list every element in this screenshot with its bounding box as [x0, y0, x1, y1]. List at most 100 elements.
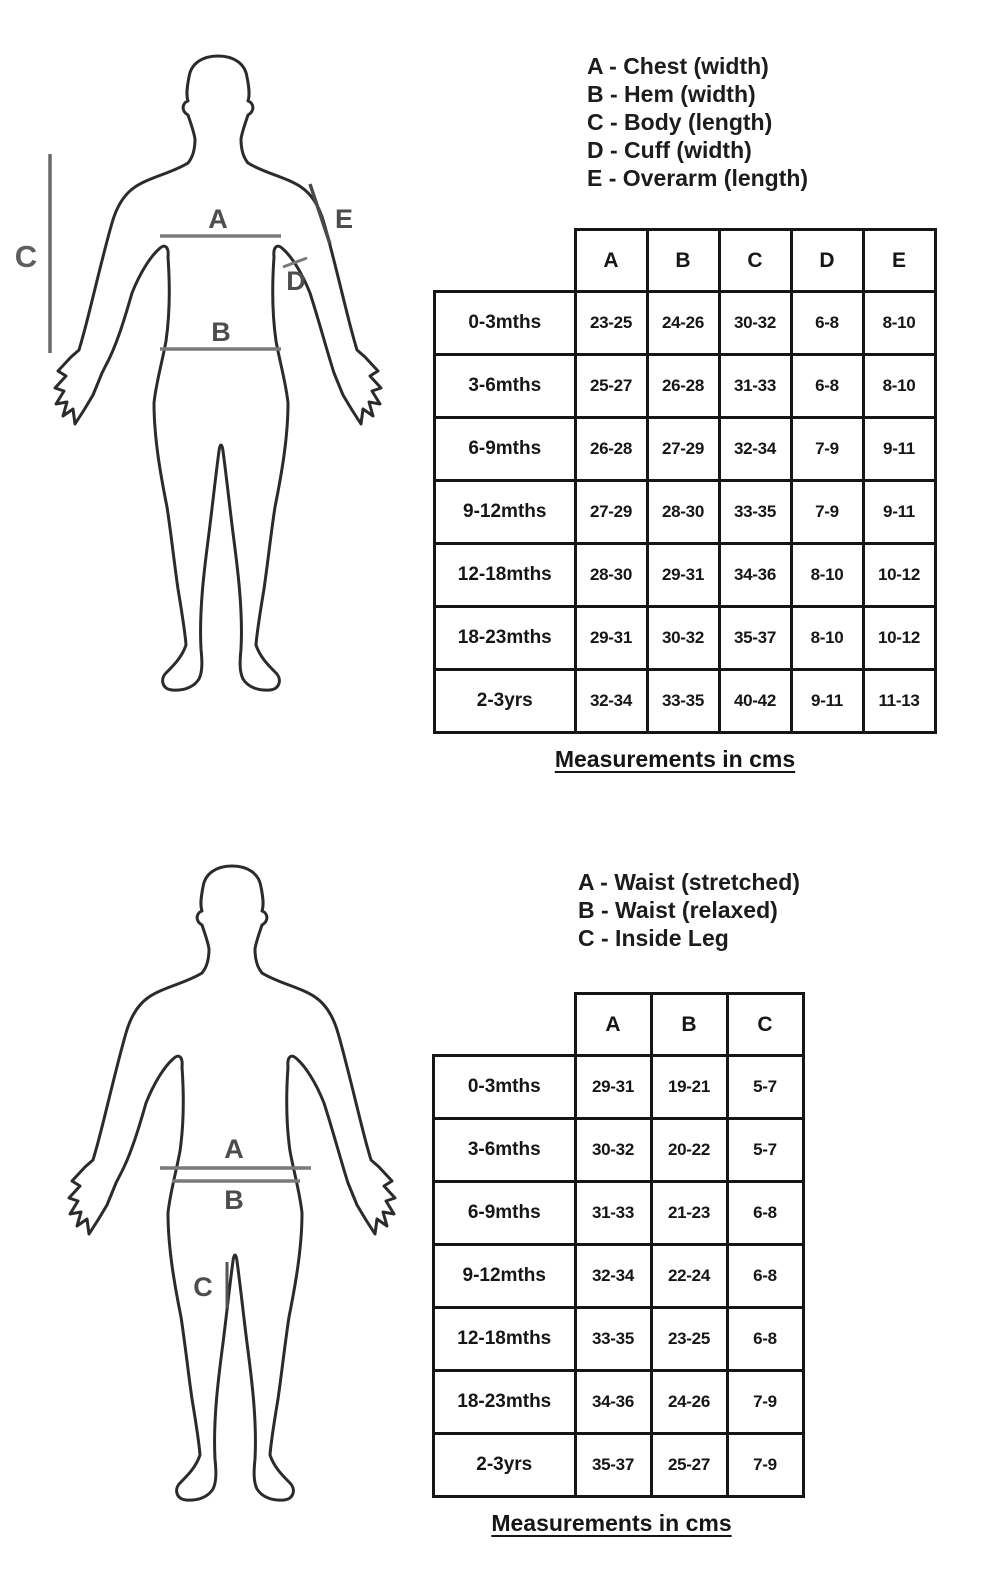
measurement-value: 8-10: [861, 353, 937, 419]
measurement-value: 25-27: [573, 353, 649, 419]
column-header-b: B: [645, 228, 721, 293]
measurement-value: 6-8: [789, 353, 865, 419]
measurement-value: 10-12: [861, 605, 937, 671]
measurement-value: 11-13: [861, 668, 937, 734]
age-range-label: 9-12mths: [432, 1243, 577, 1309]
legend-line-waist-relaxed: B - Waist (relaxed): [578, 897, 778, 923]
measurement-value: 35-37: [717, 605, 793, 671]
size-row: 3-6mths 25-27 26-28 31-33 6-8 8-10: [433, 353, 937, 419]
age-range-label: 2-3yrs: [432, 1432, 577, 1498]
measurement-value: 6-8: [725, 1243, 805, 1309]
measurement-value: 27-29: [645, 416, 721, 482]
measurement-value: 24-26: [649, 1369, 729, 1435]
size-row: 6-9mths 26-28 27-29 32-34 7-9 9-11: [433, 416, 937, 482]
size-row: 6-9mths 31-33 21-23 6-8: [432, 1180, 805, 1246]
age-range-label: 3-6mths: [432, 1117, 577, 1183]
measurement-label-b: B: [224, 1185, 244, 1215]
measurement-value: 9-11: [861, 479, 937, 545]
measurement-value: 8-10: [789, 542, 865, 608]
measurement-value: 7-9: [789, 479, 865, 545]
top-caption: Measurements in cms: [554, 746, 796, 772]
bottom-caption: Measurements in cms: [491, 1510, 732, 1536]
measurement-value: 25-27: [649, 1432, 729, 1498]
measurement-value: 19-21: [649, 1054, 729, 1120]
body-outline: [53, 54, 383, 692]
measurement-value: 32-34: [573, 668, 649, 734]
body-diagram-top: A B C D E: [15, 54, 383, 692]
measurement-value: 33-35: [717, 479, 793, 545]
measurement-value: 7-9: [789, 416, 865, 482]
size-row: 18-23mths 29-31 30-32 35-37 8-10 10-12: [433, 605, 937, 671]
age-range-label: 12-18mths: [433, 542, 577, 608]
age-range-label: 12-18mths: [432, 1306, 577, 1372]
measurement-value: 28-30: [573, 542, 649, 608]
body-diagram-bottom: A B C: [67, 864, 397, 1502]
measurement-value: 20-22: [649, 1117, 729, 1183]
measurement-value: 35-37: [573, 1432, 653, 1498]
measurement-value: 23-25: [573, 290, 649, 356]
size-row: 12-18mths 28-30 29-31 34-36 8-10 10-12: [433, 542, 937, 608]
measurement-value: 5-7: [725, 1054, 805, 1120]
size-row: 2-3yrs 32-34 33-35 40-42 9-11 11-13: [433, 668, 937, 734]
measurement-value: 31-33: [717, 353, 793, 419]
measurement-label-a: A: [224, 1134, 244, 1164]
column-header-e: E: [861, 228, 937, 293]
age-range-label: 9-12mths: [433, 479, 577, 545]
overarm-length-line-e: [308, 183, 332, 245]
measurement-value: 40-42: [717, 668, 793, 734]
measurement-label-e: E: [335, 204, 353, 234]
measurement-value: 7-9: [725, 1432, 805, 1498]
size-row: 0-3mths 23-25 24-26 30-32 6-8 8-10: [433, 290, 937, 356]
measurement-value: 32-34: [573, 1243, 653, 1309]
measurement-label-d: D: [286, 266, 306, 296]
measurement-value: 33-35: [573, 1306, 653, 1372]
column-header-a: A: [573, 228, 649, 293]
measurement-value: 30-32: [573, 1117, 653, 1183]
size-row: 0-3mths 29-31 19-21 5-7: [432, 1054, 805, 1120]
legend-line-chest: A - Chest (width): [587, 53, 769, 79]
measurement-value: 29-31: [573, 605, 649, 671]
measurement-value: 6-8: [789, 290, 865, 356]
column-header-d: D: [789, 228, 865, 293]
measurement-value: 21-23: [649, 1180, 729, 1246]
age-range-label: 0-3mths: [433, 290, 577, 356]
header-spacer: [434, 994, 576, 1056]
measurement-value: 10-12: [861, 542, 937, 608]
age-range-label: 0-3mths: [432, 1054, 577, 1120]
size-row: 3-6mths 30-32 20-22 5-7: [432, 1117, 805, 1183]
bottoms-size-table: A B C 0-3mths 29-31 19-21 5-7 3-6mths 30-32 20-22…: [432, 992, 805, 1498]
size-row: 9-12mths 32-34 22-24 6-8: [432, 1243, 805, 1309]
measurement-value: 8-10: [861, 290, 937, 356]
measurement-value: 9-11: [789, 668, 865, 734]
measurement-value: 9-11: [861, 416, 937, 482]
legend-line-waist-stretched: A - Waist (stretched): [578, 869, 800, 895]
measurement-value: 28-30: [645, 479, 721, 545]
measurement-value: 8-10: [789, 605, 865, 671]
size-row: 18-23mths 34-36 24-26 7-9: [432, 1369, 805, 1435]
measurement-value: 23-25: [649, 1306, 729, 1372]
column-header-c: C: [725, 992, 805, 1057]
measurement-label-a: A: [208, 204, 228, 234]
measurement-value: 24-26: [645, 290, 721, 356]
measurement-value: 31-33: [573, 1180, 653, 1246]
tops-size-table: A B C D E 0-3mths 23-25 24-26 30-32 6-8 8-10 3-6mth…: [433, 228, 937, 734]
measurement-value: 29-31: [645, 542, 721, 608]
body-outline: [67, 864, 397, 1502]
age-range-label: 6-9mths: [432, 1180, 577, 1246]
header-spacer: [435, 230, 576, 292]
measurement-value: 34-36: [573, 1369, 653, 1435]
measurement-value: 26-28: [573, 416, 649, 482]
column-header-a: A: [573, 992, 653, 1057]
measurement-value: 27-29: [573, 479, 649, 545]
age-range-label: 6-9mths: [433, 416, 577, 482]
age-range-label: 18-23mths: [433, 605, 577, 671]
measurement-value: 22-24: [649, 1243, 729, 1309]
legend-line-body: C - Body (length): [587, 109, 773, 135]
column-header-c: C: [717, 228, 793, 293]
measurement-value: 30-32: [717, 290, 793, 356]
legend-line-hem: B - Hem (width): [587, 81, 756, 107]
measurement-value: 26-28: [645, 353, 721, 419]
